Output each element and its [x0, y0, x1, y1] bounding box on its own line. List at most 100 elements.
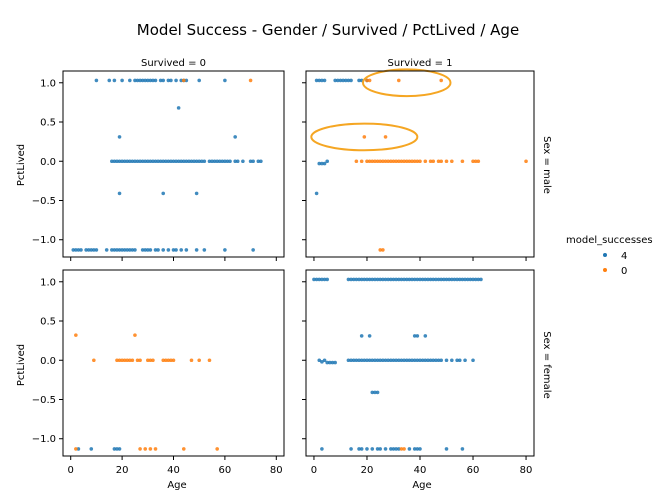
- data-point-4: [112, 159, 117, 164]
- data-point-0: [367, 159, 372, 164]
- data-point-4: [179, 248, 184, 252]
- data-point-0: [125, 358, 130, 363]
- data-point-4: [415, 447, 420, 451]
- data-point-0: [381, 159, 385, 164]
- data-point-4: [189, 159, 194, 164]
- data-point-0: [386, 159, 390, 164]
- x-tick-label: 80: [520, 465, 533, 476]
- data-point-4: [375, 447, 380, 451]
- legend-label-0: 0: [621, 266, 627, 277]
- data-point-4: [394, 447, 398, 451]
- data-point-0: [418, 159, 422, 164]
- data-point-4: [389, 358, 393, 363]
- data-point-0: [365, 159, 369, 164]
- data-point-4: [161, 248, 166, 252]
- data-point-4: [320, 78, 324, 83]
- data-point-4: [322, 161, 327, 166]
- data-point-4: [94, 248, 99, 252]
- legend-marker-4: [603, 253, 607, 257]
- data-point-0: [92, 358, 96, 363]
- data-point-4: [156, 159, 160, 164]
- highlight-ellipse: [310, 122, 419, 152]
- data-point-4: [399, 358, 404, 363]
- data-point-0: [402, 159, 406, 164]
- data-point-4: [365, 358, 369, 363]
- data-point-0: [423, 159, 428, 164]
- data-point-4: [140, 78, 145, 83]
- data-point-0: [153, 447, 158, 451]
- data-point-0: [148, 447, 153, 451]
- data-point-0: [354, 159, 359, 164]
- data-point-4: [184, 78, 189, 83]
- data-point-0: [410, 159, 414, 164]
- data-point-4: [450, 277, 454, 282]
- data-point-4: [367, 358, 372, 363]
- data-point-4: [457, 277, 462, 282]
- data-point-4: [176, 106, 181, 110]
- data-point-4: [359, 447, 364, 451]
- data-point-4: [199, 159, 204, 164]
- data-point-0: [450, 159, 454, 164]
- data-point-4: [420, 358, 425, 363]
- data-point-0: [439, 78, 444, 83]
- data-point-0: [412, 159, 417, 164]
- data-point-4: [133, 248, 137, 252]
- data-point-4: [117, 191, 122, 196]
- data-point-4: [357, 447, 361, 451]
- x-tick-label: 0: [68, 465, 74, 476]
- data-point-4: [373, 390, 377, 395]
- x-tick-label: 60: [219, 465, 232, 476]
- data-point-4: [426, 358, 430, 363]
- panel-male-survived-0: Survived = 0 PctLived −1.0 −0.5 0.0 0.5 1.0: [16, 58, 285, 261]
- data-point-4: [386, 277, 390, 282]
- data-point-4: [112, 447, 117, 451]
- data-point-4: [148, 159, 153, 164]
- data-point-4: [138, 159, 142, 164]
- y-tick-label: 0.5: [40, 317, 56, 328]
- data-point-0: [151, 358, 155, 363]
- data-point-0: [415, 159, 420, 164]
- row-title-female: Sex = female: [541, 331, 552, 398]
- data-point-0: [473, 159, 478, 164]
- data-point-4: [120, 248, 124, 252]
- data-point-4: [317, 78, 322, 83]
- data-point-4: [389, 447, 393, 451]
- panel-1-marks: [302, 68, 528, 261]
- data-point-0: [133, 333, 137, 337]
- data-point-4: [202, 248, 207, 252]
- data-point-4: [166, 78, 171, 83]
- data-point-4: [373, 277, 377, 282]
- data-point-0: [431, 159, 436, 164]
- data-point-4: [151, 159, 155, 164]
- panel-female-survived-1: Sex = female Age 0 20 40 60 80: [302, 269, 552, 491]
- data-point-4: [140, 248, 145, 252]
- data-point-4: [415, 334, 420, 338]
- data-point-4: [349, 78, 353, 83]
- panel-3-marks: 0 20 40 60 80: [302, 277, 533, 476]
- y-tick-label: 0.5: [40, 118, 56, 129]
- data-point-0: [130, 358, 135, 363]
- legend-title: model_successes: [566, 235, 653, 246]
- x-tick-label: 0: [311, 465, 317, 476]
- y-tick-label: 0.0: [40, 356, 56, 367]
- data-point-4: [117, 248, 122, 252]
- data-point-4: [325, 159, 330, 164]
- data-point-0: [138, 358, 142, 363]
- data-point-4: [349, 277, 353, 282]
- data-point-0: [402, 447, 406, 451]
- data-point-4: [89, 248, 94, 252]
- highlight-ellipse: [362, 68, 452, 98]
- data-point-4: [349, 447, 353, 451]
- data-point-4: [378, 277, 383, 282]
- data-point-4: [146, 159, 150, 164]
- data-point-4: [181, 159, 186, 164]
- data-point-4: [463, 358, 467, 363]
- data-point-0: [370, 159, 375, 164]
- data-point-0: [444, 159, 449, 164]
- data-point-4: [314, 277, 319, 282]
- data-point-0: [399, 159, 404, 164]
- data-point-4: [125, 159, 130, 164]
- data-point-4: [351, 358, 356, 363]
- data-point-4: [391, 358, 396, 363]
- data-point-4: [381, 277, 385, 282]
